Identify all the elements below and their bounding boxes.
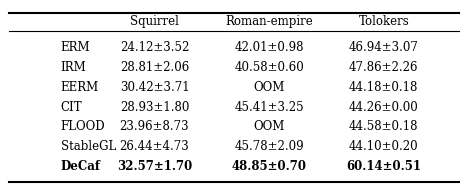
- Text: Squirrel: Squirrel: [130, 15, 179, 28]
- Text: 42.01±0.98: 42.01±0.98: [234, 41, 304, 55]
- Text: FLOOD: FLOOD: [61, 120, 105, 133]
- Text: EERM: EERM: [61, 81, 99, 94]
- Text: OOM: OOM: [253, 81, 285, 94]
- Text: 26.44±4.73: 26.44±4.73: [119, 140, 190, 153]
- Text: OOM: OOM: [253, 120, 285, 133]
- Text: DeCaf: DeCaf: [61, 160, 101, 173]
- Text: 44.26±0.00: 44.26±0.00: [349, 101, 419, 114]
- Text: CIT: CIT: [61, 101, 82, 114]
- Text: 28.81±2.06: 28.81±2.06: [120, 61, 189, 74]
- Text: 40.58±0.60: 40.58±0.60: [234, 61, 304, 74]
- Text: 48.85±0.70: 48.85±0.70: [232, 160, 307, 173]
- Text: 24.12±3.52: 24.12±3.52: [120, 41, 189, 55]
- Text: 45.41±3.25: 45.41±3.25: [234, 101, 304, 114]
- Text: 30.42±3.71: 30.42±3.71: [120, 81, 189, 94]
- Text: 28.93±1.80: 28.93±1.80: [120, 101, 189, 114]
- Text: 44.58±0.18: 44.58±0.18: [349, 120, 418, 133]
- Text: 47.86±2.26: 47.86±2.26: [349, 61, 418, 74]
- Text: StableGL: StableGL: [61, 140, 116, 153]
- Text: 46.94±3.07: 46.94±3.07: [349, 41, 419, 55]
- Text: IRM: IRM: [61, 61, 87, 74]
- Text: ERM: ERM: [61, 41, 90, 55]
- Text: 45.78±2.09: 45.78±2.09: [234, 140, 304, 153]
- Text: 44.10±0.20: 44.10±0.20: [349, 140, 418, 153]
- Text: Tolokers: Tolokers: [358, 15, 409, 28]
- Text: 32.57±1.70: 32.57±1.70: [117, 160, 192, 173]
- Text: 60.14±0.51: 60.14±0.51: [346, 160, 421, 173]
- Text: 23.96±8.73: 23.96±8.73: [120, 120, 189, 133]
- Text: Roman-empire: Roman-empire: [225, 15, 313, 28]
- Text: 44.18±0.18: 44.18±0.18: [349, 81, 418, 94]
